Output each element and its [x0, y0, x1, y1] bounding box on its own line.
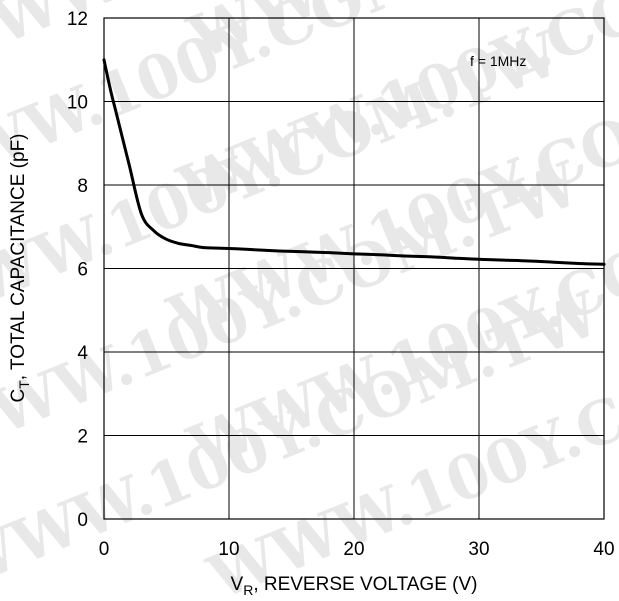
x-axis-label-sub: R [243, 582, 253, 598]
x-tick-label: 40 [593, 539, 614, 560]
x-tick-label: 20 [343, 539, 364, 560]
x-axis-label-rest: , REVERSE VOLTAGE (V) [253, 574, 477, 595]
series-line-capacitance [102, 58, 606, 266]
x-axis-label-main: V [231, 574, 244, 595]
plot-frame [103, 17, 605, 520]
y-tick-labels: 0 2 4 6 8 10 12 [67, 9, 89, 531]
y-tick-label: 2 [77, 427, 88, 448]
x-tick-label: 10 [218, 539, 239, 560]
y-axis-label-rest: , TOTAL CAPACITANCE (pF) [8, 134, 29, 381]
x-tick-labels: 0 10 20 30 40 [99, 539, 615, 560]
y-tick-label: 4 [77, 343, 88, 364]
y-axis-label: CT, TOTAL CAPACITANCE (pF) [8, 134, 32, 403]
y-tick-label: 6 [77, 260, 88, 281]
y-axis-label-main: C [8, 389, 29, 403]
y-tick-label: 8 [77, 176, 88, 197]
x-tick-label: 30 [468, 539, 489, 560]
frequency-annotation: f = 1MHz [470, 53, 526, 69]
y-axis-label-sub: T [16, 380, 32, 389]
y-tick-label: 10 [67, 93, 88, 114]
x-axis-label: VR, REVERSE VOLTAGE (V) [231, 574, 478, 598]
y-tick-label: 0 [77, 510, 88, 531]
x-tick-label: 0 [99, 539, 110, 560]
y-tick-label: 12 [67, 9, 88, 30]
